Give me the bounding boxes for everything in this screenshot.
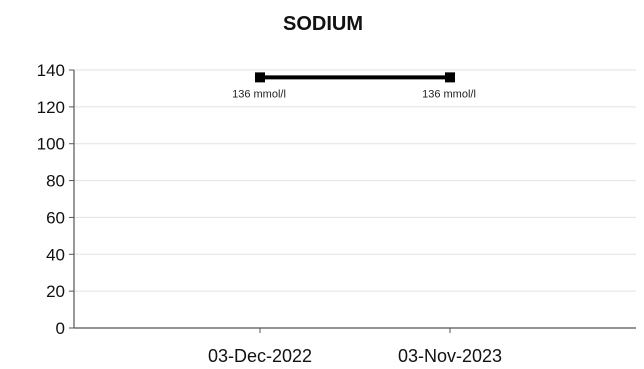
y-tick-label: 120 (37, 98, 65, 117)
y-tick-label: 140 (37, 61, 65, 80)
x-tick-labels: 03-Dec-2022 03-Nov-2023 (208, 328, 502, 366)
data-label: 136 mmol/l (422, 88, 476, 100)
x-tick-label: 03-Dec-2022 (208, 346, 312, 366)
y-tick-label: 40 (46, 245, 65, 264)
y-tick-label: 20 (46, 282, 65, 301)
gridlines (74, 69, 636, 292)
axes (73, 70, 636, 329)
series: 136 mmol/l 136 mmol/l (232, 72, 476, 100)
data-label: 136 mmol/l (232, 88, 286, 100)
x-tick-label: 03-Nov-2023 (398, 346, 502, 366)
y-tick-label: 60 (46, 208, 65, 227)
y-tick-label: 0 (56, 319, 65, 338)
y-tick-label: 80 (46, 172, 65, 191)
chart-title: SODIUM (283, 13, 363, 35)
y-tick-label: 100 (37, 135, 65, 154)
data-point (255, 72, 265, 83)
y-tick-labels: 0 20 40 60 80 100 120 140 (37, 61, 74, 338)
data-point (445, 72, 455, 83)
